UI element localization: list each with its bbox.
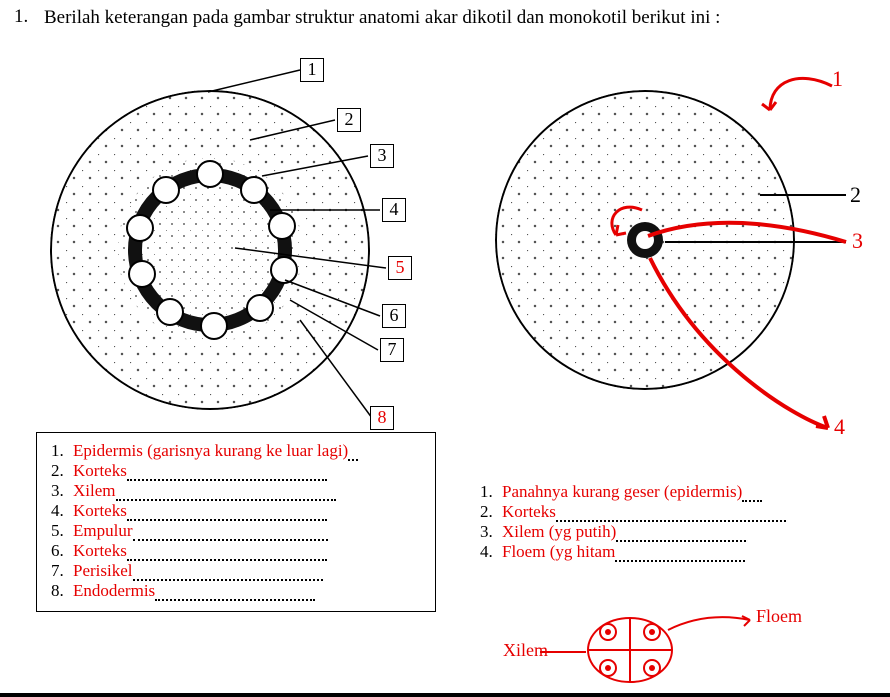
- list-item: 5.Empulur: [51, 521, 421, 541]
- list-item: 6.Korteks: [51, 541, 421, 561]
- list-item: 2.Korteks: [480, 502, 880, 522]
- sketch-left-label: Xilem: [503, 640, 548, 661]
- sketch-right-label: Floem: [756, 606, 802, 627]
- monokotil-answer-box: 1.Panahnya kurang geser (epidermis) 2.Ko…: [470, 478, 890, 566]
- right-label-4: 4: [834, 414, 845, 440]
- right-label-3: 3: [852, 228, 863, 254]
- right-label-2: 2: [850, 182, 861, 208]
- list-item: 3.Xilem: [51, 481, 421, 501]
- worksheet-page: 1. Berilah keterangan pada gambar strukt…: [0, 0, 890, 697]
- list-item: 7.Perisikel: [51, 561, 421, 581]
- dikotil-answer-box: 1.Epidermis (garisnya kurang ke luar lag…: [36, 432, 436, 612]
- page-bottom-rule: [0, 693, 890, 697]
- monokotil-annotations: [0, 0, 890, 460]
- right-label-1: 1: [832, 66, 843, 92]
- list-item: 3.Xilem (yg putih): [480, 522, 880, 542]
- list-item: 4.Floem (yg hitam: [480, 542, 880, 562]
- list-item: 1.Panahnya kurang geser (epidermis): [480, 482, 880, 502]
- list-item: 4.Korteks: [51, 501, 421, 521]
- list-item: 8.Endodermis: [51, 581, 421, 601]
- list-item: 1.Epidermis (garisnya kurang ke luar lag…: [51, 441, 421, 461]
- list-item: 2.Korteks: [51, 461, 421, 481]
